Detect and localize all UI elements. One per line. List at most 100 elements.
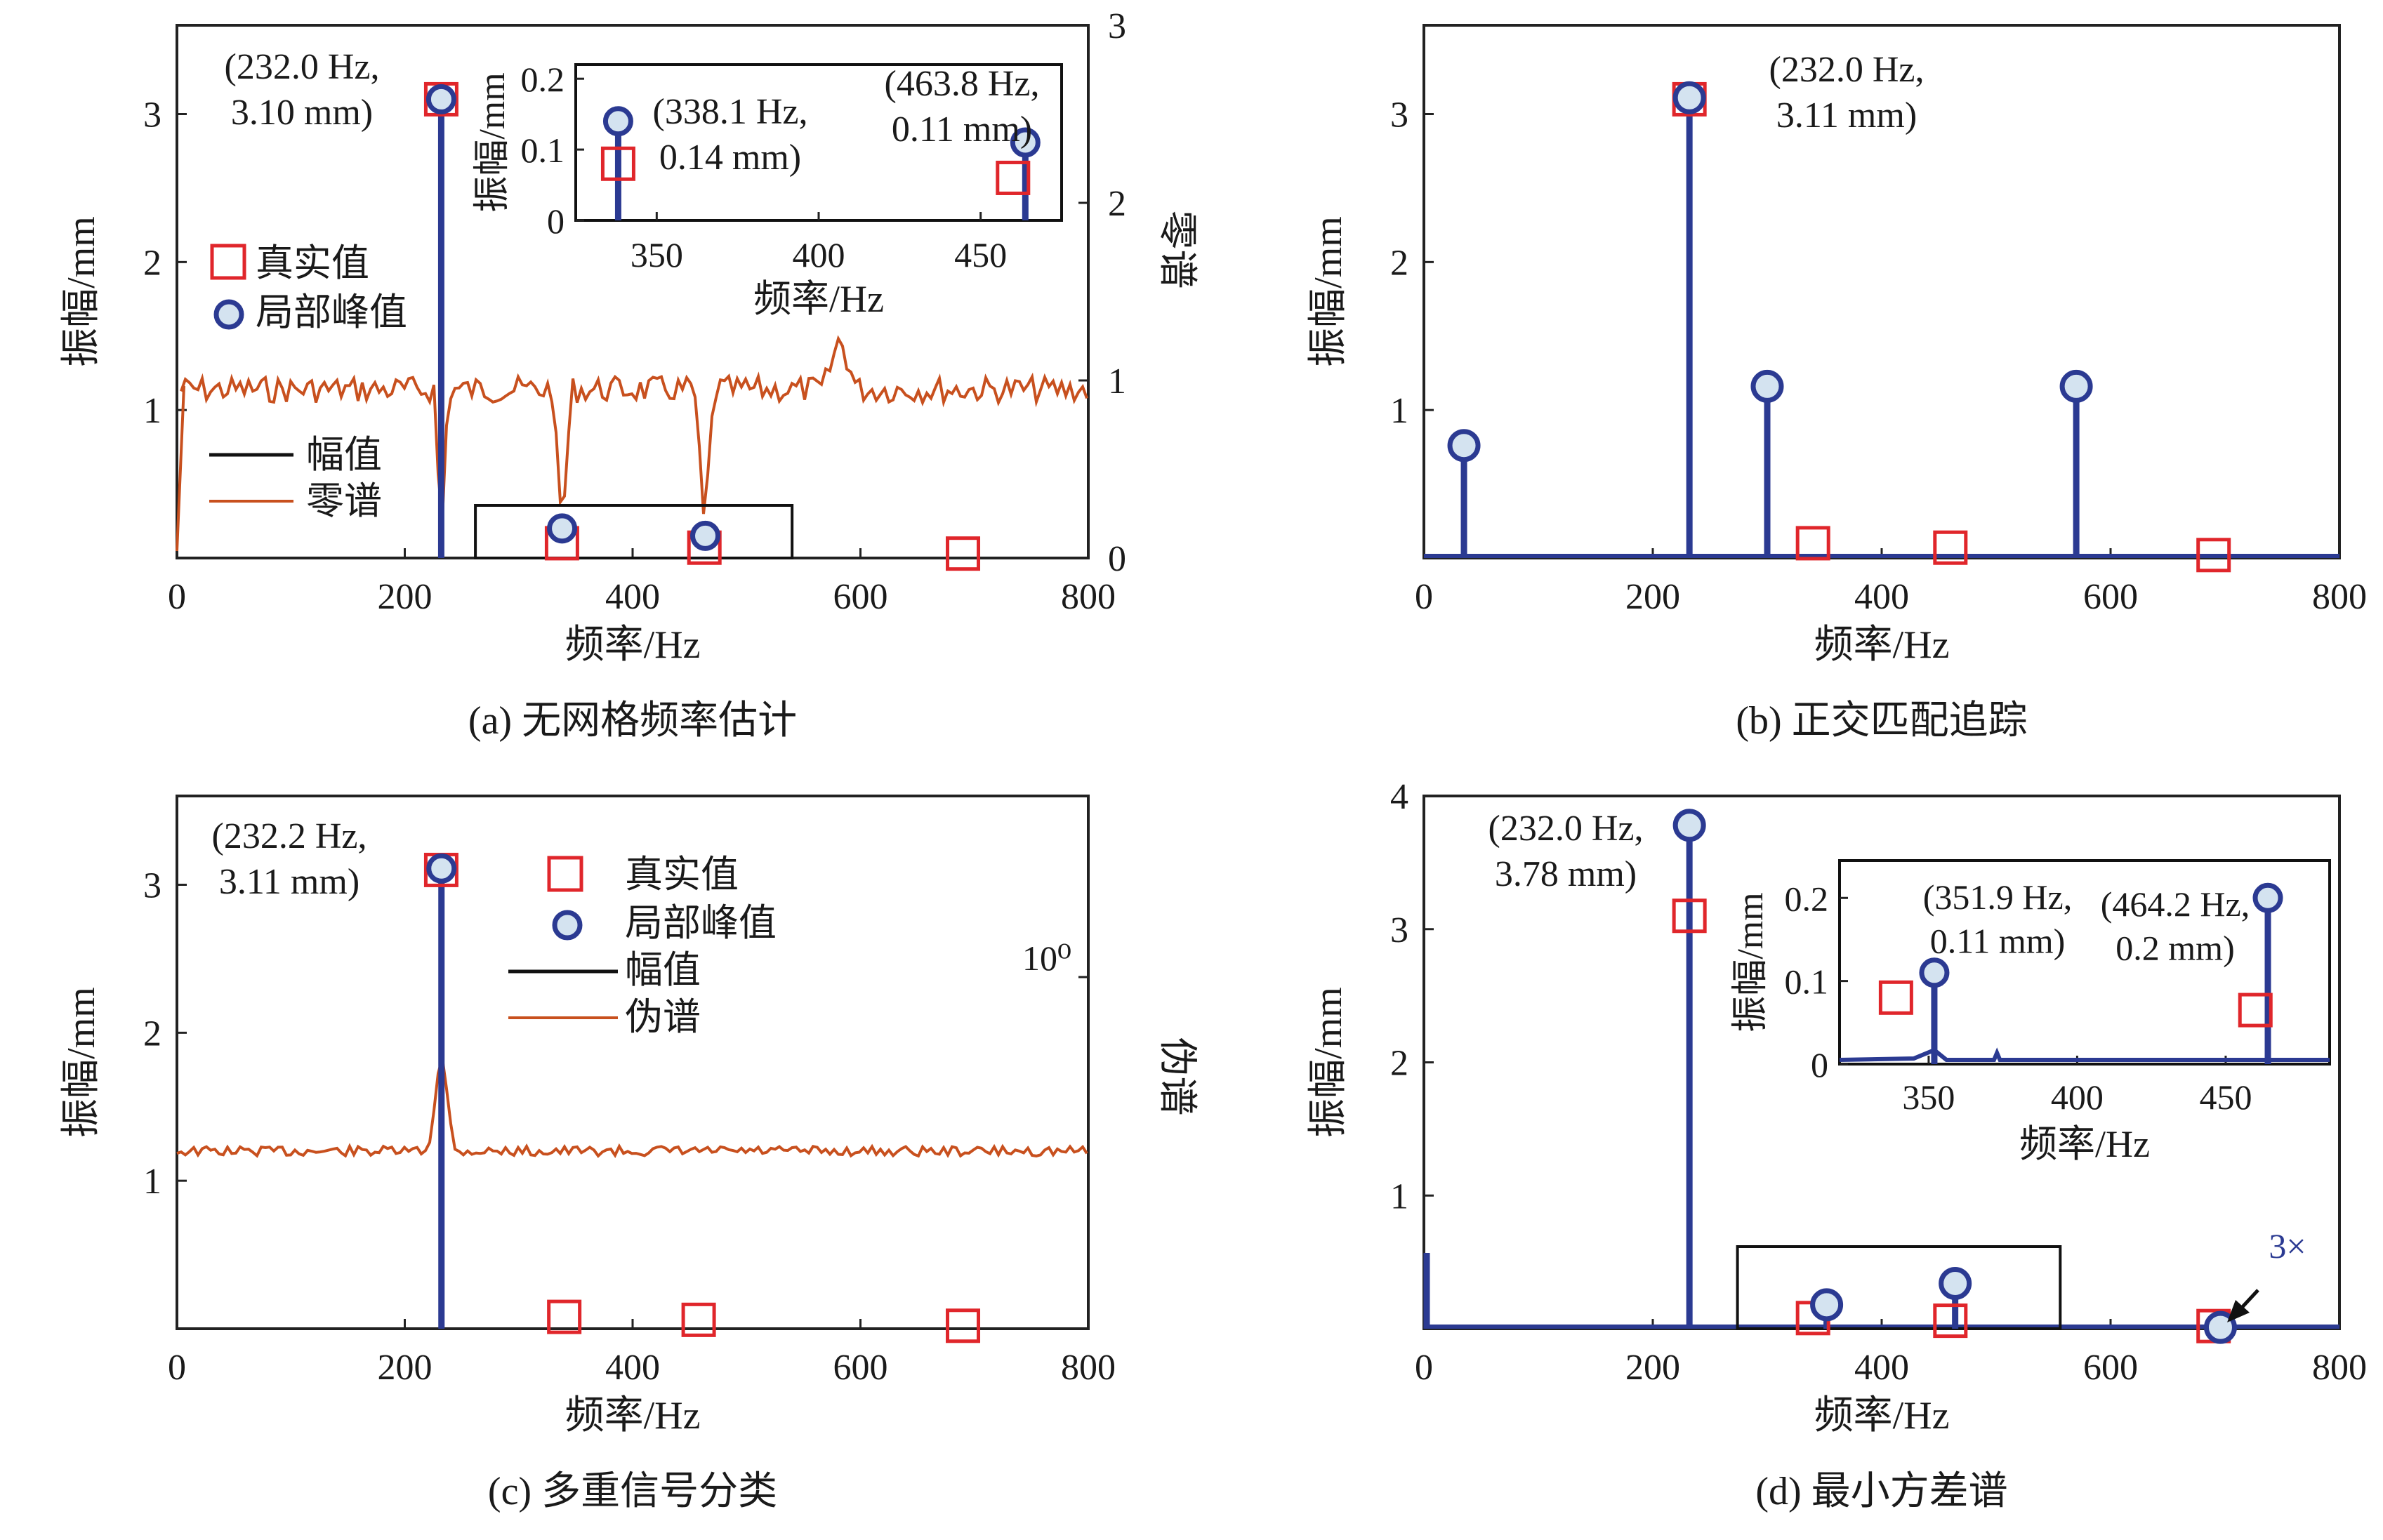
inset-y-axis-label: 振幅/mm — [1731, 892, 1771, 1032]
true-value-marker — [1672, 898, 1707, 934]
inset-y-tick-label: 0.1 — [521, 131, 565, 170]
inset-x-axis-label: 频率/Hz — [753, 278, 884, 320]
true-value-marker — [423, 81, 458, 117]
true-value-marker — [1795, 526, 1830, 561]
y-tick-label: 2 — [1390, 243, 1408, 283]
zoom-box — [474, 504, 794, 559]
legend-label: 局部峰值 — [256, 291, 407, 333]
peak-marker — [602, 106, 633, 137]
inset-annotation: 0.11 mm) — [892, 109, 1032, 150]
inset-frame — [574, 63, 1063, 222]
x-tick-label: 200 — [1625, 577, 1680, 617]
y-tick-label: 2 — [1390, 1044, 1408, 1084]
inset-x-tick-label: 350 — [631, 235, 683, 274]
peak-marker — [1810, 1288, 1844, 1322]
inset-amplitude-line — [1839, 1047, 2330, 1062]
peak-marker — [2252, 882, 2283, 913]
y-tick-label: 1 — [1390, 1176, 1408, 1216]
y-tick-label: 3 — [1390, 910, 1408, 950]
peak-marker — [1672, 809, 1706, 842]
peak-annotation: 3.11 mm) — [1776, 95, 1917, 135]
y-axis-label: 振幅/mm — [60, 987, 103, 1138]
x-tick-label: 200 — [378, 577, 433, 617]
x-tick-label: 0 — [1415, 577, 1433, 617]
x-tick-label: 600 — [833, 1348, 888, 1388]
peak-marker — [547, 513, 578, 544]
x-tick-label: 400 — [605, 577, 660, 617]
legend-true-marker — [210, 244, 246, 280]
x-tick-label: 200 — [378, 1348, 433, 1388]
y-right-tick-label: 0 — [1108, 539, 1126, 579]
inset-y-tick-label: 0.2 — [1785, 879, 1829, 918]
inset-annotation: 0.11 mm) — [1930, 922, 2066, 961]
peak-marker — [426, 853, 457, 884]
x-tick-label: 800 — [1061, 1348, 1116, 1388]
x-axis-label: 频率/Hz — [565, 1394, 701, 1438]
peak-annotation: 3.78 mm) — [1495, 854, 1637, 894]
inset-annotation: (464.2 Hz, — [2101, 884, 2250, 924]
legend-true-marker — [547, 856, 583, 892]
x-tick-label: 400 — [605, 1348, 660, 1388]
y-tick-label: 4 — [1390, 777, 1408, 817]
true-value-marker — [1933, 530, 1968, 565]
true-value-marker — [681, 1302, 716, 1337]
inset-y-axis-label: 振幅/mm — [473, 72, 513, 212]
legend-label: 真实值 — [625, 854, 739, 896]
legend-peak-marker — [213, 299, 244, 330]
y-tick-label: 3 — [1390, 95, 1408, 135]
true-value-marker — [2196, 538, 2231, 573]
x-tick-label: 200 — [1625, 1348, 1680, 1388]
x-tick-label: 800 — [1061, 577, 1116, 617]
inset-x-tick-label: 400 — [793, 235, 845, 274]
x-axis-label: 频率/Hz — [1814, 1394, 1950, 1438]
y-tick-label: 3 — [143, 866, 161, 906]
y-tick-label: 1 — [143, 1162, 161, 1202]
x-tick-label: 600 — [833, 577, 888, 617]
y-axis-label: 振幅/mm — [60, 216, 103, 367]
legend-label: 伪谱 — [625, 996, 701, 1038]
y-right-tick-label: 10⁰ — [1022, 938, 1071, 978]
y-axis-label: 振幅/mm — [1307, 987, 1350, 1138]
peak-marker — [1672, 81, 1706, 114]
inset-annotation: (338.1 Hz, — [653, 92, 808, 132]
y-tick-label: 2 — [143, 1014, 161, 1054]
true-value-marker — [1933, 1303, 1968, 1339]
x-tick-label: 400 — [1854, 1348, 1909, 1388]
x-tick-label: 0 — [168, 1348, 186, 1388]
panel-caption: (c) 多重信号分类 — [488, 1470, 777, 1513]
peak-annotation: (232.0 Hz, — [1769, 50, 1925, 90]
peak-annotation: (232.2 Hz, — [212, 816, 367, 856]
harmonic-annotation: 3× — [2269, 1226, 2306, 1266]
peak-annotation: 3.11 mm) — [219, 862, 359, 902]
legend-label: 真实值 — [256, 242, 369, 284]
x-tick-label: 800 — [2312, 1348, 2367, 1388]
inset-annotation: 0.14 mm) — [659, 138, 801, 178]
true-value-marker — [1878, 980, 1913, 1015]
x-tick-label: 600 — [2083, 1348, 2138, 1388]
inset-annotation: (463.8 Hz, — [885, 64, 1040, 104]
true-value-marker — [600, 146, 635, 181]
peak-marker — [2203, 1310, 2237, 1344]
peak-marker — [1010, 127, 1041, 158]
peak-marker — [1919, 957, 1950, 988]
true-value-marker — [2238, 993, 2273, 1028]
inset-frame — [1838, 859, 2331, 1066]
inset-annotation: (351.9 Hz, — [1923, 877, 2072, 917]
inset-y-tick-label: 0 — [1811, 1045, 1828, 1084]
pseudo-spectrum-line — [176, 1057, 1088, 1158]
inset-y-tick-label: 0.1 — [1785, 962, 1829, 1002]
legend-peak-marker — [552, 910, 583, 941]
peak-marker — [1939, 1266, 1972, 1300]
peak-marker — [425, 84, 456, 114]
inset-x-axis-label: 频率/Hz — [2019, 1123, 2150, 1165]
inset-annotation: 0.2 mm) — [2115, 929, 2234, 968]
true-value-marker — [946, 1308, 981, 1343]
x-axis-label: 频率/Hz — [1814, 623, 1950, 667]
legend-label: 零谱 — [306, 480, 382, 522]
panel-caption: (a) 无网格频率估计 — [468, 699, 797, 743]
peak-marker — [1750, 369, 1784, 403]
inset-x-tick-label: 400 — [2051, 1077, 2104, 1117]
y-right-axis-label: 伪谱 — [1155, 1037, 1199, 1116]
y-tick-label: 3 — [143, 95, 161, 135]
peak-marker — [690, 520, 721, 551]
